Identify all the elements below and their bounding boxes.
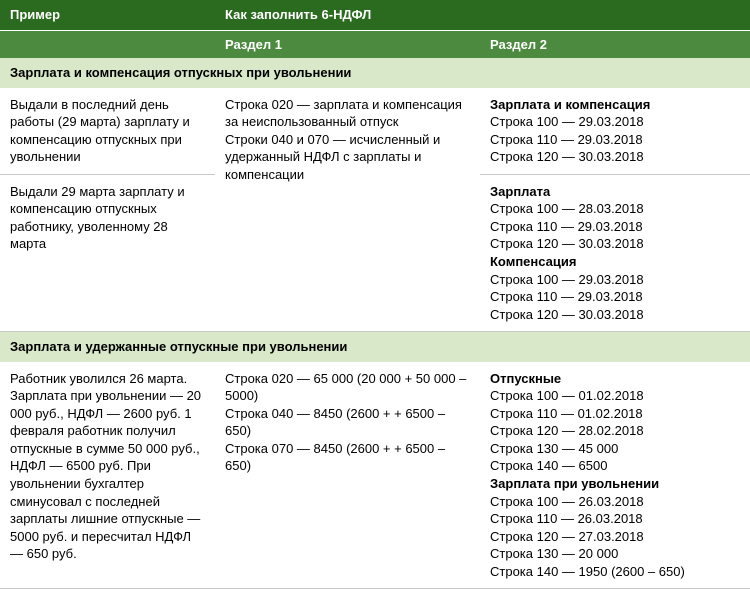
text-line: Строка 110 — 29.03.2018 bbox=[490, 218, 740, 236]
header-col1: Пример bbox=[0, 0, 215, 30]
text-line: Строка 120 — 30.03.2018 bbox=[490, 235, 740, 253]
text-line: Строки 040 и 070 — исчисленный и удержан… bbox=[225, 131, 470, 184]
text-line: Строка 100 — 29.03.2018 bbox=[490, 271, 740, 289]
section-title: Зарплата и удержанные отпускные при увол… bbox=[0, 332, 750, 362]
section2-cell: ЗарплатаСтрока 100 — 28.03.2018Строка 11… bbox=[480, 174, 750, 331]
text-line: Строка 140 — 1950 (2600 – 650) bbox=[490, 563, 740, 581]
text-line: Строка 120 — 30.03.2018 bbox=[490, 306, 740, 324]
header-row-2: Раздел 1 Раздел 2 bbox=[0, 30, 750, 58]
table-row: Работник уволился 26 мар­та. Зарплата пр… bbox=[0, 362, 750, 589]
text-line: Строка 120 — 30.03.2018 bbox=[490, 148, 740, 166]
text-line: Строка 070 — 8450 (2600 + + 6500 – 650) bbox=[225, 440, 470, 475]
text-line: Строка 100 — 26.03.2018 bbox=[490, 493, 740, 511]
text-line: Строка 110 — 29.03.2018 bbox=[490, 288, 740, 306]
example-cell: Выдали 29 марта зарплату и компенсацию о… bbox=[0, 174, 215, 331]
section1-cell: Строка 020 — 65 000 (20 000 + 50 000 – 5… bbox=[215, 362, 480, 589]
table-row: Выдали в последний день работы (29 марта… bbox=[0, 88, 750, 175]
text-line: Строка 120 — 27.03.2018 bbox=[490, 528, 740, 546]
header-sub-col2: Раздел 1 bbox=[215, 30, 480, 58]
example-cell: Работник уволился 26 мар­та. Зарплата пр… bbox=[0, 362, 215, 589]
section2-cell: Зарплата и компенсацияСтрока 100 — 29.03… bbox=[480, 88, 750, 175]
ndfl-table: Пример Как заполнить 6-НДФЛ Раздел 1 Раз… bbox=[0, 0, 750, 589]
section1-cell: Строка 020 — зарплата и ком­пенсация за … bbox=[215, 88, 480, 332]
section-row: Зарплата и удержанные отпускные при увол… bbox=[0, 332, 750, 362]
group-heading: Зарплата bbox=[490, 183, 740, 201]
group-heading: Зарплата и компенсация bbox=[490, 96, 740, 114]
example-cell: Выдали в последний день работы (29 марта… bbox=[0, 88, 215, 175]
text-line: Строка 140 — 6500 bbox=[490, 457, 740, 475]
group-heading: Зарплата при увольнении bbox=[490, 475, 740, 493]
text-line: Строка 100 — 29.03.2018 bbox=[490, 113, 740, 131]
text-line: Строка 130 — 45 000 bbox=[490, 440, 740, 458]
section-title: Зарплата и компенсация отпускных при уво… bbox=[0, 58, 750, 88]
header-row-1: Пример Как заполнить 6-НДФЛ bbox=[0, 0, 750, 30]
text-line: Строка 110 — 29.03.2018 bbox=[490, 131, 740, 149]
text-line: Строка 020 — зарплата и ком­пенсация за … bbox=[225, 96, 470, 131]
text-line: Строка 040 — 8450 (2600 + + 6500 – 650) bbox=[225, 405, 470, 440]
section2-cell: ОтпускныеСтрока 100 — 01.02.2018Строка 1… bbox=[480, 362, 750, 589]
header-sub-blank bbox=[0, 30, 215, 58]
text-line: Строка 110 — 26.03.2018 bbox=[490, 510, 740, 528]
text-line: Строка 120 — 28.02.2018 bbox=[490, 422, 740, 440]
text-line: Строка 110 — 01.02.2018 bbox=[490, 405, 740, 423]
header-col23: Как заполнить 6-НДФЛ bbox=[215, 0, 750, 30]
header-sub-col3: Раздел 2 bbox=[480, 30, 750, 58]
group-heading: Компенсация bbox=[490, 253, 740, 271]
text-line: Строка 100 — 01.02.2018 bbox=[490, 387, 740, 405]
section-row: Зарплата и компенсация отпускных при уво… bbox=[0, 58, 750, 88]
text-line: Строка 130 — 20 000 bbox=[490, 545, 740, 563]
group-heading: Отпускные bbox=[490, 370, 740, 388]
text-line: Строка 100 — 28.03.2018 bbox=[490, 200, 740, 218]
text-line: Строка 020 — 65 000 (20 000 + 50 000 – 5… bbox=[225, 370, 470, 405]
